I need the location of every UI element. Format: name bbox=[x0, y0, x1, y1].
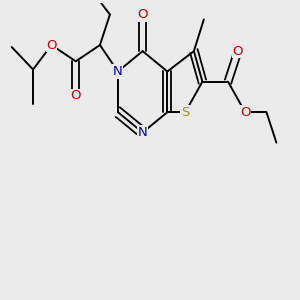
Text: O: O bbox=[233, 45, 243, 58]
Text: O: O bbox=[240, 106, 250, 118]
Text: N: N bbox=[113, 65, 123, 78]
Text: O: O bbox=[137, 8, 148, 21]
Text: N: N bbox=[138, 126, 148, 139]
Text: S: S bbox=[181, 106, 190, 118]
Text: O: O bbox=[46, 39, 57, 52]
Text: O: O bbox=[70, 89, 81, 102]
